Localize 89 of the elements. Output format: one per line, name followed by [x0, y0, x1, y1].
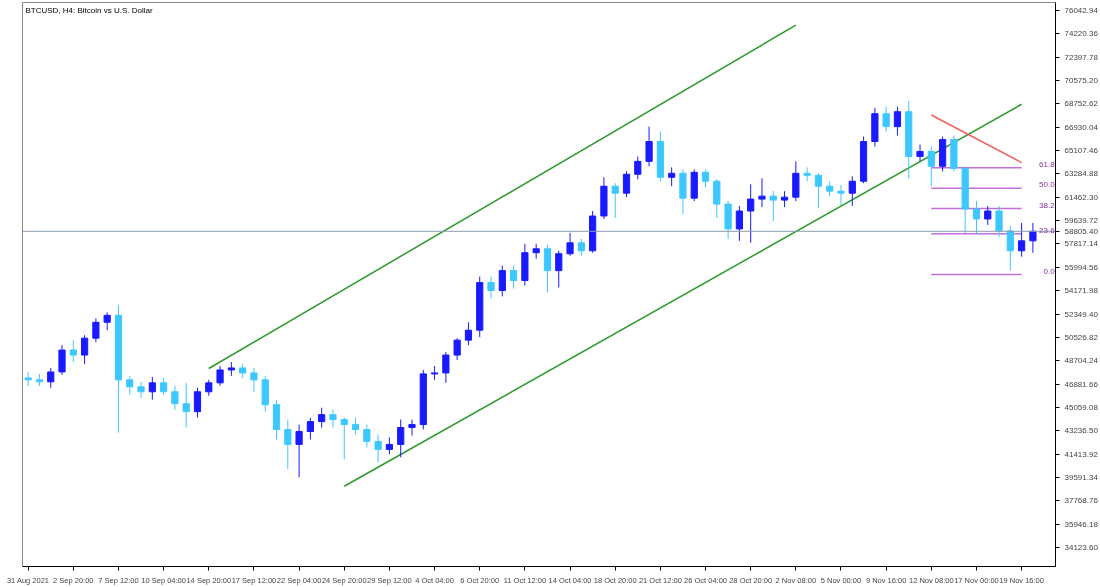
candlestick: [916, 143, 924, 162]
y-tick-label: 54171.98: [1064, 286, 1099, 296]
candlestick: [250, 367, 258, 393]
candlestick: [803, 166, 811, 182]
candlestick: [329, 409, 337, 429]
annotation: 61.8: [1039, 159, 1056, 169]
candlestick: [306, 417, 314, 440]
candlestick: [295, 424, 303, 478]
candlestick: [137, 381, 145, 399]
y-tick-label: 76042.94: [1064, 5, 1099, 15]
y-tick-label: 65107.46: [1064, 146, 1099, 156]
candlestick: [735, 205, 743, 242]
candlestick: [634, 155, 642, 180]
candlestick: [792, 160, 800, 202]
candlestick: [927, 145, 935, 187]
candlestick: [543, 244, 552, 293]
candlestick: [47, 367, 55, 389]
y-tick-label: 45059.08: [1064, 402, 1099, 412]
candlestick: [24, 371, 32, 387]
y-tick-label: 41413.92: [1064, 449, 1099, 459]
y-tick-label: 37768.76: [1064, 496, 1099, 506]
y-tick-label: 50526.82: [1064, 332, 1099, 342]
candlestick: [713, 178, 721, 219]
candlestick: [848, 175, 856, 207]
y-tick-label: 70575.20: [1064, 75, 1099, 85]
candlestick: [126, 375, 134, 396]
annotation: 23.6: [1039, 225, 1056, 235]
y-tick-label: 48704.24: [1064, 356, 1099, 366]
candlestick: [972, 200, 981, 235]
candlestick: [363, 424, 371, 448]
candlestick: [882, 106, 890, 133]
annotation: 50.0: [1039, 180, 1056, 190]
y-tick-label: 52349.40: [1064, 309, 1099, 319]
candlestick: [814, 172, 823, 209]
candlestick: [622, 170, 631, 198]
y-tick-label: 55994.56: [1064, 262, 1099, 272]
candlestick: [58, 344, 66, 376]
candlestick: [668, 166, 676, 187]
y-tick-label: 39591.34: [1064, 473, 1099, 483]
candlestick: [566, 232, 574, 257]
y-tick-label: 61462.30: [1064, 192, 1099, 202]
candlestick: [182, 382, 190, 429]
annotation: 0.0: [1043, 266, 1056, 276]
chart-title: BTCUSD, H4: Bitcoin vs U.S. Dollar: [25, 5, 153, 15]
candlestick: [171, 385, 179, 411]
candlestick: [284, 419, 292, 470]
y-tick-label: 68752.62: [1064, 99, 1099, 109]
candlestick: [498, 265, 506, 297]
candlestick: [893, 106, 902, 137]
candlestick: [408, 419, 416, 436]
candlestick: [453, 337, 461, 361]
ref-line-label: 58805.40: [1064, 226, 1099, 236]
candlestick: [995, 205, 1003, 238]
candlestick: [340, 417, 348, 460]
candlestick: [92, 317, 100, 343]
y-tick-label: 35946.18: [1064, 519, 1099, 529]
candlestick: [1018, 222, 1026, 258]
y-tick-label: 63284.88: [1064, 169, 1099, 179]
candlestick: [611, 182, 619, 219]
y-tick-label: 43236.50: [1064, 426, 1099, 436]
candlestick: [984, 205, 992, 226]
candlestick: [1029, 222, 1037, 254]
y-tick-label: 72397.78: [1064, 52, 1099, 62]
candlestick: [216, 365, 224, 387]
candlestick: [148, 376, 156, 401]
candlestick: [442, 351, 450, 384]
candlestick: [487, 276, 495, 299]
y-tick-label: 46881.66: [1064, 379, 1099, 389]
candlestick: [397, 419, 405, 458]
candlestick: [80, 334, 89, 365]
candlestick: [555, 250, 563, 289]
candlestick: [464, 321, 473, 346]
y-tick-label: 59639.72: [1064, 216, 1099, 226]
y-tick-label: 66930.04: [1064, 122, 1099, 132]
candlestick: [1006, 225, 1014, 272]
candlestick: [769, 190, 777, 222]
candlestick: [645, 126, 653, 167]
candlestick: [69, 339, 77, 363]
candlestick: [758, 177, 766, 208]
candlestick: [747, 183, 755, 244]
y-tick-label: 34123.60: [1064, 543, 1099, 553]
candlestick: [193, 387, 202, 419]
candlestick: [837, 184, 845, 206]
candlestick: [374, 434, 382, 463]
y-tick-label: 74220.36: [1064, 29, 1099, 39]
annotation: 38.2: [1039, 200, 1056, 210]
y-tick-label: 57817.14: [1064, 239, 1099, 249]
candlestick: [318, 407, 326, 429]
candlestick: [509, 265, 518, 289]
